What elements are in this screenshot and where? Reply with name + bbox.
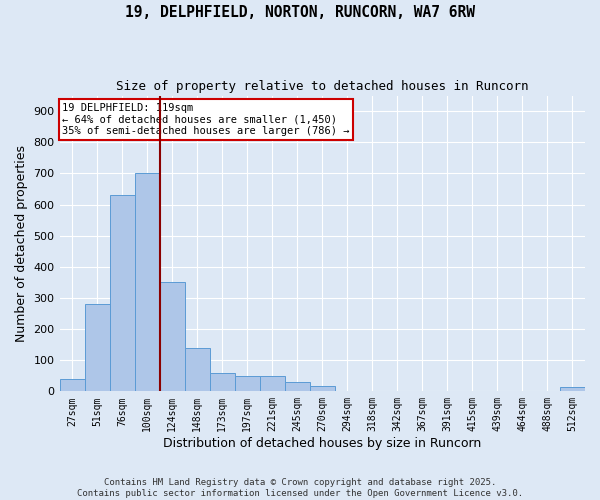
Bar [59, 379, 85, 392]
Bar [209, 372, 235, 392]
X-axis label: Distribution of detached houses by size in Runcorn: Distribution of detached houses by size … [163, 437, 481, 450]
Bar [260, 376, 285, 392]
Bar [185, 348, 209, 392]
Bar [560, 386, 585, 392]
Bar [285, 382, 310, 392]
Bar [110, 195, 134, 392]
Text: Contains HM Land Registry data © Crown copyright and database right 2025.
Contai: Contains HM Land Registry data © Crown c… [77, 478, 523, 498]
Bar [85, 304, 110, 392]
Bar [310, 386, 335, 392]
Text: 19, DELPHFIELD, NORTON, RUNCORN, WA7 6RW: 19, DELPHFIELD, NORTON, RUNCORN, WA7 6RW [125, 5, 475, 20]
Text: 19 DELPHFIELD: 119sqm
← 64% of detached houses are smaller (1,450)
35% of semi-d: 19 DELPHFIELD: 119sqm ← 64% of detached … [62, 103, 350, 136]
Bar [134, 174, 160, 392]
Bar [235, 376, 260, 392]
Bar [160, 282, 185, 392]
Title: Size of property relative to detached houses in Runcorn: Size of property relative to detached ho… [116, 80, 529, 93]
Y-axis label: Number of detached properties: Number of detached properties [15, 145, 28, 342]
